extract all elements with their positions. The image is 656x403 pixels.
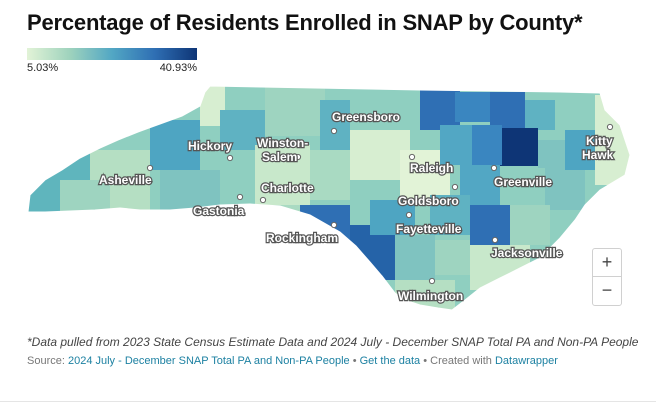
city-dot-charlotte [259, 196, 267, 204]
legend-min-label: 5.03% [27, 62, 59, 74]
city-label-fayetteville: Fayetteville [396, 222, 462, 236]
city-label-greensboro: Greensboro [332, 110, 400, 124]
source-line: Source: 2024 July - December SNAP Total … [27, 355, 558, 367]
city-label-goldsboro: Goldsboro [398, 194, 459, 208]
city-dot-raleigh [408, 153, 416, 161]
city-dot-rockingham [330, 221, 338, 229]
city-dot-greenville [490, 164, 498, 172]
map-title: Percentage of Residents Enrolled in SNAP… [27, 10, 583, 35]
color-legend: 5.03% 40.93% [27, 48, 197, 76]
city-markers: Greensboro Hickory Winston- Salem Raleig… [98, 109, 615, 304]
city-label-greenville: Greenville [494, 175, 552, 189]
city-label-winston-salem-1: Winston- [257, 136, 308, 150]
zoom-out-button[interactable]: − [593, 276, 621, 304]
legend-max-label: 40.93% [159, 62, 197, 74]
city-label-rockingham: Rockingham [266, 231, 338, 245]
city-label-kitty-hawk-2: Hawk [582, 148, 614, 162]
city-dot-fayetteville [405, 211, 413, 219]
city-label-kitty-hawk-1: Kitty [586, 134, 613, 148]
city-label-charlotte: Charlotte [261, 181, 314, 195]
city-label-gastonia: Gastonia [193, 204, 245, 218]
county-regions [28, 86, 630, 310]
city-dot-hickory [226, 154, 234, 162]
source-prefix: Source: [27, 355, 68, 367]
city-label-wilmington: Wilmington [398, 289, 463, 303]
legend-gradient [27, 48, 197, 60]
city-label-asheville: Asheville [99, 173, 152, 187]
city-dot-asheville [146, 164, 154, 172]
city-label-jacksonville: Jacksonville [491, 246, 563, 260]
city-dot-gastonia [236, 193, 244, 201]
city-dot-jacksonville [491, 236, 499, 244]
city-label-raleigh: Raleigh [410, 161, 453, 175]
city-dot-winston-salem [294, 153, 302, 161]
city-dot-kitty-hawk [606, 123, 614, 131]
state-outline [27, 85, 631, 311]
city-dot-goldsboro [451, 183, 459, 191]
zoom-in-button[interactable]: + [601, 252, 613, 272]
footnote: *Data pulled from 2023 State Census Esti… [27, 335, 639, 349]
datawrapper-link[interactable]: Datawrapper [494, 355, 558, 367]
zoom-controls: + − [592, 248, 622, 306]
get-data-link[interactable]: Get the data [359, 355, 421, 367]
source-data-link[interactable]: 2024 July - December SNAP Total PA and N… [67, 355, 350, 367]
city-label-hickory: Hickory [188, 139, 232, 153]
source-separator: • [349, 355, 360, 367]
created-with-text: • Created with [420, 355, 495, 367]
city-dot-greensboro [330, 127, 338, 135]
city-dot-wilmington [428, 277, 436, 285]
bottom-divider [0, 401, 656, 402]
city-label-winston-salem-2: Salem [262, 150, 297, 164]
